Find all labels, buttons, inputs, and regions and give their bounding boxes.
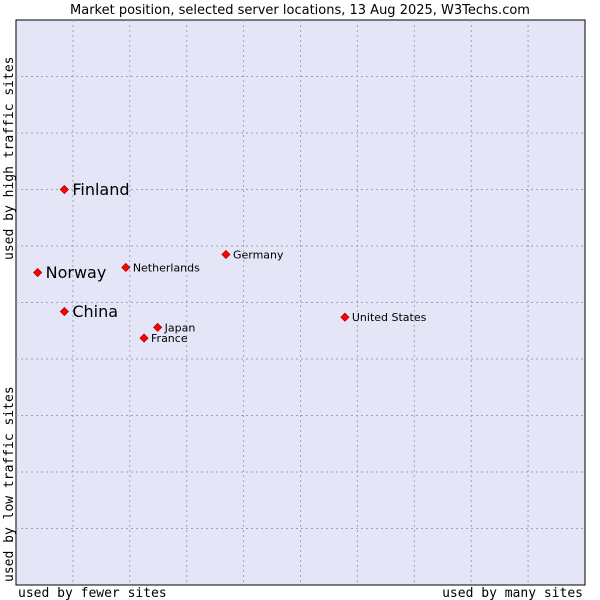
y-axis-low-label: used by low traffic sites [2,386,17,582]
point-marker-finland [59,184,69,195]
point-norway: Norway [33,263,107,282]
data-points: Finland Norway China Germany Netherlands Unit… [33,180,427,345]
x-axis-high-label: used by many sites [442,586,583,600]
point-marker-norway [33,267,43,278]
point-label-united-states: United States [352,311,427,324]
point-label-france: France [151,332,188,345]
point-finland: Finland [59,180,130,199]
point-label-norway: Norway [46,263,107,282]
y-axis-high-label: used by high traffic sites [2,57,17,261]
point-marker-japan [153,322,163,332]
point-germany: Germany [221,248,284,261]
grid-lines [16,20,585,585]
point-label-china: China [72,302,118,321]
point-label-japan: Japan [164,321,196,334]
chart-title: Market position, selected server locatio… [70,3,530,18]
x-axis-low-label: used by fewer sites [18,586,167,600]
point-marker-france [139,333,149,343]
point-japan: Japan [153,321,196,334]
point-label-netherlands: Netherlands [133,261,200,274]
point-france: France [139,332,188,345]
point-china: China [59,302,118,321]
point-netherlands: Netherlands [121,261,200,274]
point-marker-china [59,306,69,317]
point-united-states: United States [340,311,427,324]
point-label-germany: Germany [233,248,284,261]
point-marker-netherlands [121,262,131,273]
point-marker-germany [221,249,231,260]
point-marker-united-states [340,312,350,322]
point-label-finland: Finland [72,180,129,199]
